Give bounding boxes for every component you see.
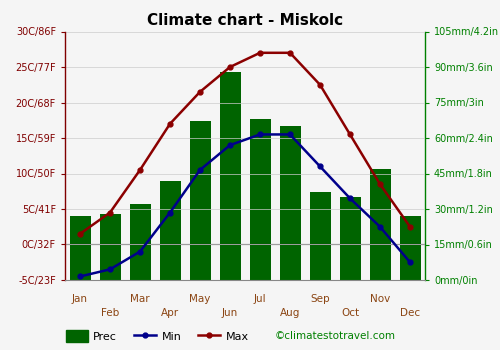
Text: Apr: Apr	[161, 308, 179, 318]
Bar	[370, 169, 390, 280]
Text: Jul: Jul	[254, 294, 266, 304]
Text: Dec: Dec	[400, 308, 420, 318]
Title: Climate chart - Miskolc: Climate chart - Miskolc	[147, 13, 343, 28]
Text: Aug: Aug	[280, 308, 300, 318]
Legend: Prec, Min, Max: Prec, Min, Max	[64, 328, 252, 344]
Bar	[280, 126, 300, 280]
Bar	[310, 193, 330, 280]
Text: Oct: Oct	[341, 308, 359, 318]
Bar	[250, 119, 270, 280]
Bar	[100, 214, 120, 280]
Text: ©climatestotravel.com: ©climatestotravel.com	[275, 331, 396, 341]
Text: Jan: Jan	[72, 294, 88, 304]
Text: May: May	[190, 294, 210, 304]
Bar	[400, 216, 420, 280]
Bar	[130, 204, 150, 280]
Text: Sep: Sep	[310, 294, 330, 304]
Bar	[340, 197, 360, 280]
Bar	[190, 121, 210, 280]
Text: Jun: Jun	[222, 308, 238, 318]
Bar	[220, 72, 240, 280]
Bar	[160, 181, 180, 280]
Bar	[70, 216, 90, 280]
Text: Nov: Nov	[370, 294, 390, 304]
Text: Mar: Mar	[130, 294, 150, 304]
Text: Feb: Feb	[101, 308, 119, 318]
